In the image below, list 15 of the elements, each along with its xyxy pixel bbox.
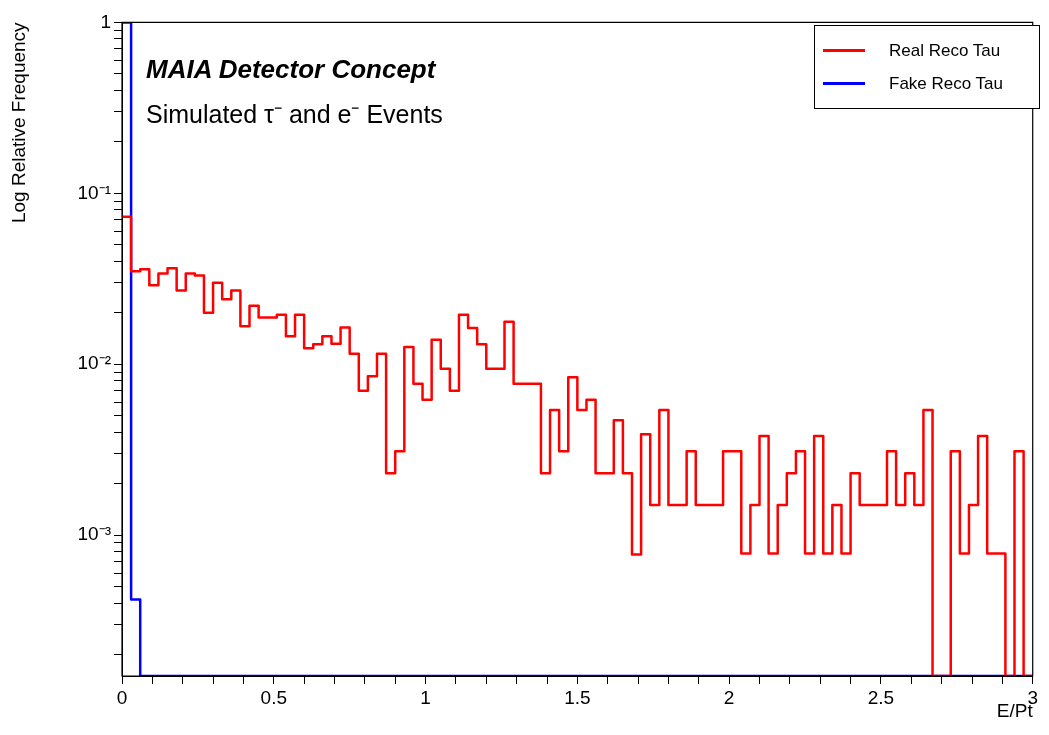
y-axis-title: Log Relative Frequency [7,21,29,224]
x-tick-label: 1 [420,686,431,708]
y-tick-label: 10⁻³ [77,523,111,545]
x-tick-label: 2.5 [867,686,895,708]
text: MAIA Detector Concept [146,54,436,85]
x-tick-label: 0 [116,686,128,708]
x-tick-label: 2 [723,686,735,708]
x-tick-label: 1.5 [564,686,591,708]
legend-label: Real Reco Tau [889,40,1001,61]
text: Simulated τ⁻ and e⁻ Events [146,99,443,130]
x-tick-label: 0.5 [260,686,287,708]
y-tick-label: 10⁻² [77,352,111,374]
y-tick-label: 1 [100,10,111,32]
legend-label: Fake Reco Tau [889,73,1004,94]
y-tick-label: 10⁻¹ [77,181,111,203]
